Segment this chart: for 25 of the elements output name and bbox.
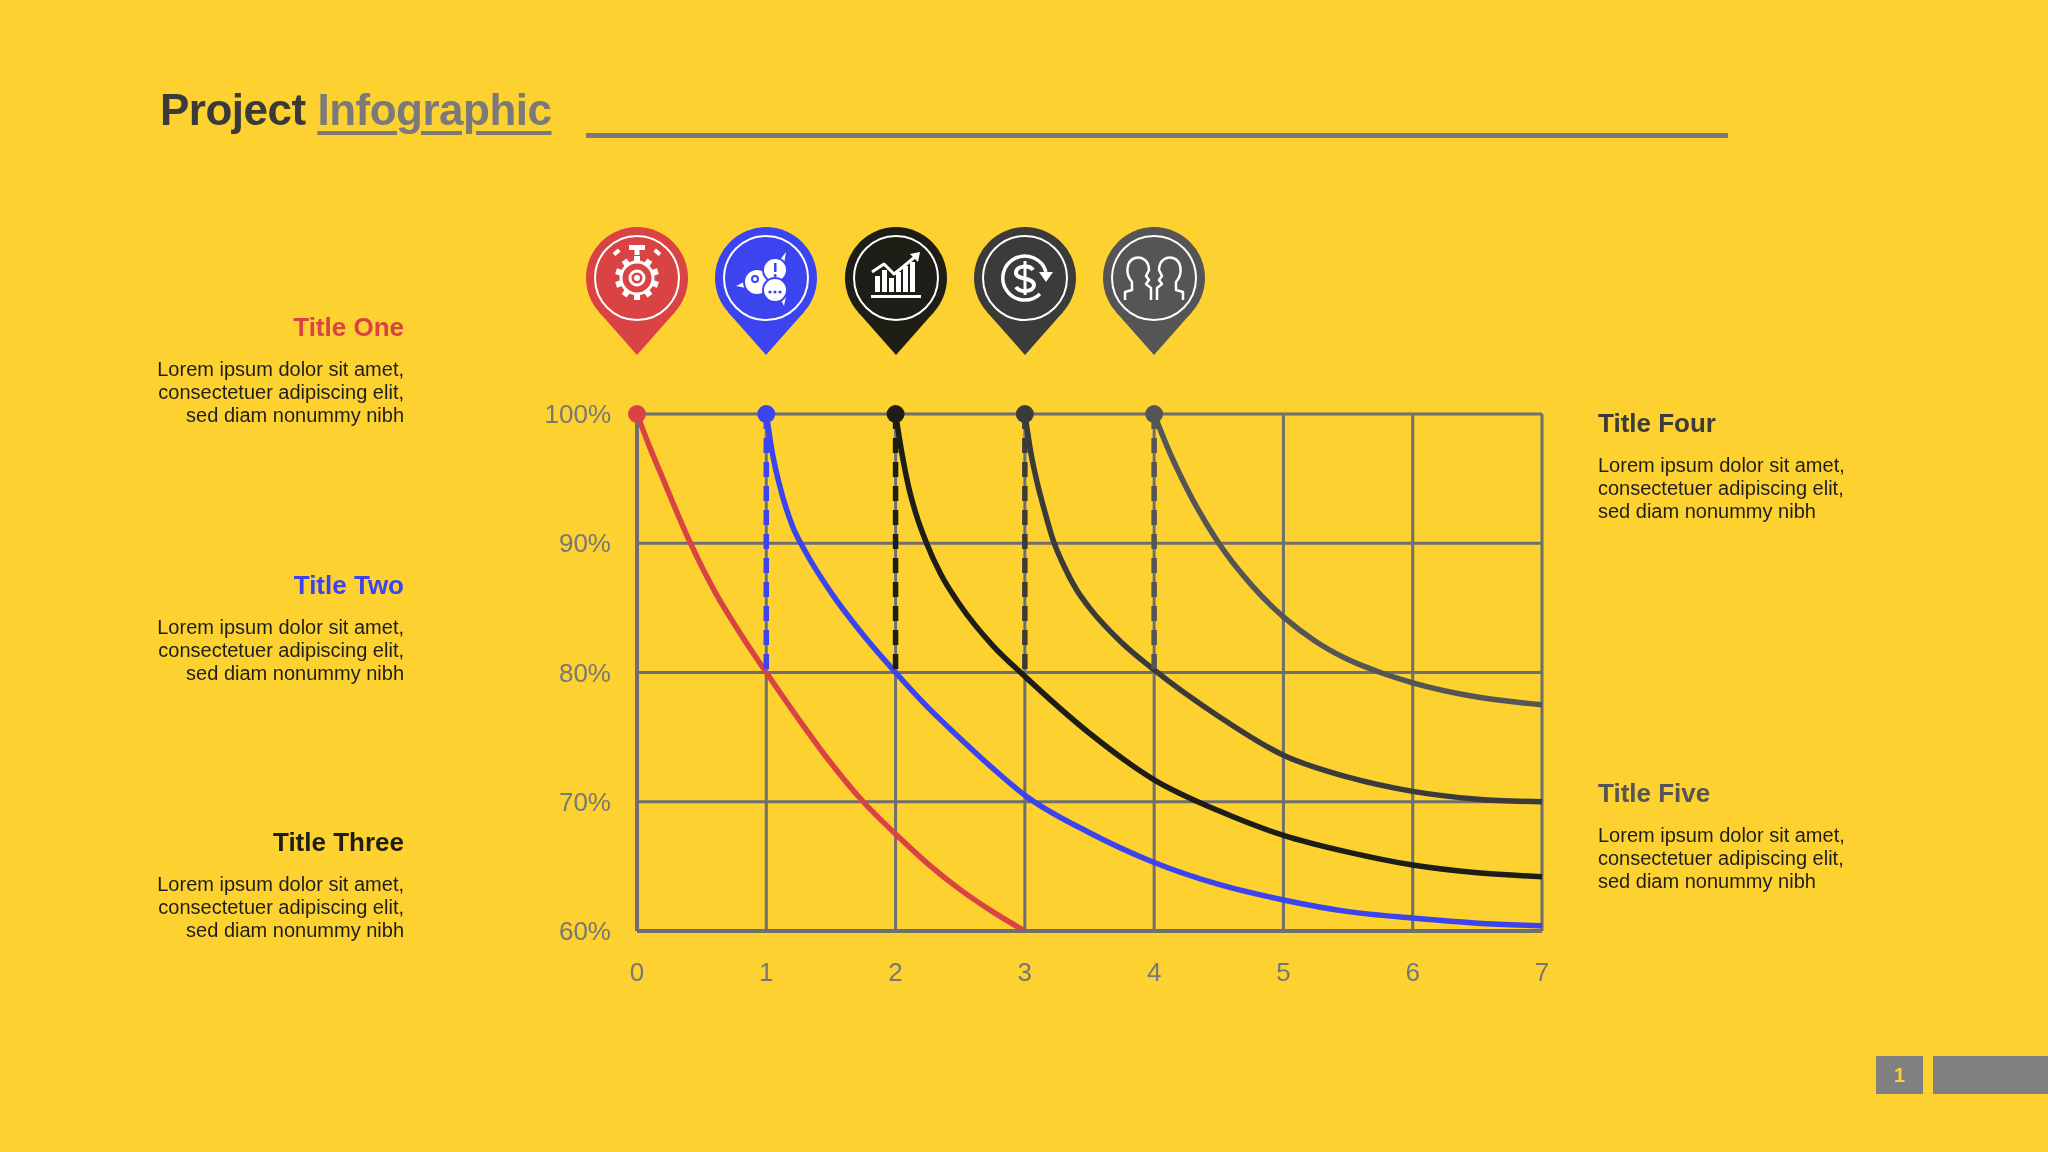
x-tick-label: 7 bbox=[1534, 957, 1550, 988]
y-tick-label: 100% bbox=[544, 399, 611, 430]
x-tick-label: 2 bbox=[888, 957, 903, 988]
text: Title Two bbox=[293, 569, 404, 600]
x-tick-label: 6 bbox=[1405, 957, 1420, 988]
text: 1 bbox=[1893, 1064, 1906, 1086]
y-tick-label: 70% bbox=[558, 786, 611, 817]
x-tick-label: 1 bbox=[759, 957, 774, 988]
x-tick-label: 5 bbox=[1276, 957, 1291, 988]
y-tick-label: 90% bbox=[558, 528, 611, 559]
y-tick-label: 60% bbox=[558, 916, 611, 947]
text: Title Four bbox=[1598, 408, 1716, 438]
text: Title One bbox=[293, 312, 404, 342]
text: Lorem ipsum dolor sit amet, consectetuer adipiscing elit, sed diam nonummy nibh bbox=[157, 358, 404, 426]
x-tick-label: 0 bbox=[629, 957, 645, 988]
text: Lorem ipsum dolor sit amet, consectetuer adipiscing elit, sed diam nonummy nibh bbox=[1598, 824, 1845, 892]
text: Lorem ipsum dolor sit amet, consectetuer adipiscing elit, sed diam nonummy nibh bbox=[157, 615, 404, 684]
text: Title Three bbox=[272, 827, 404, 857]
chart-title: Project Infographic bbox=[160, 85, 552, 134]
text: Lorem ipsum dolor sit amet, consectetuer adipiscing elit, sed diam nonummy nibh bbox=[1598, 454, 1845, 522]
y-tick-label: 80% bbox=[558, 657, 611, 688]
x-tick-label: 3 bbox=[1017, 957, 1033, 988]
text: Title Five bbox=[1598, 778, 1711, 808]
text: Lorem ipsum dolor sit amet, consectetuer adipiscing elit, sed diam nonummy nibh bbox=[157, 873, 404, 941]
x-tick-label: 4 bbox=[1146, 957, 1162, 988]
